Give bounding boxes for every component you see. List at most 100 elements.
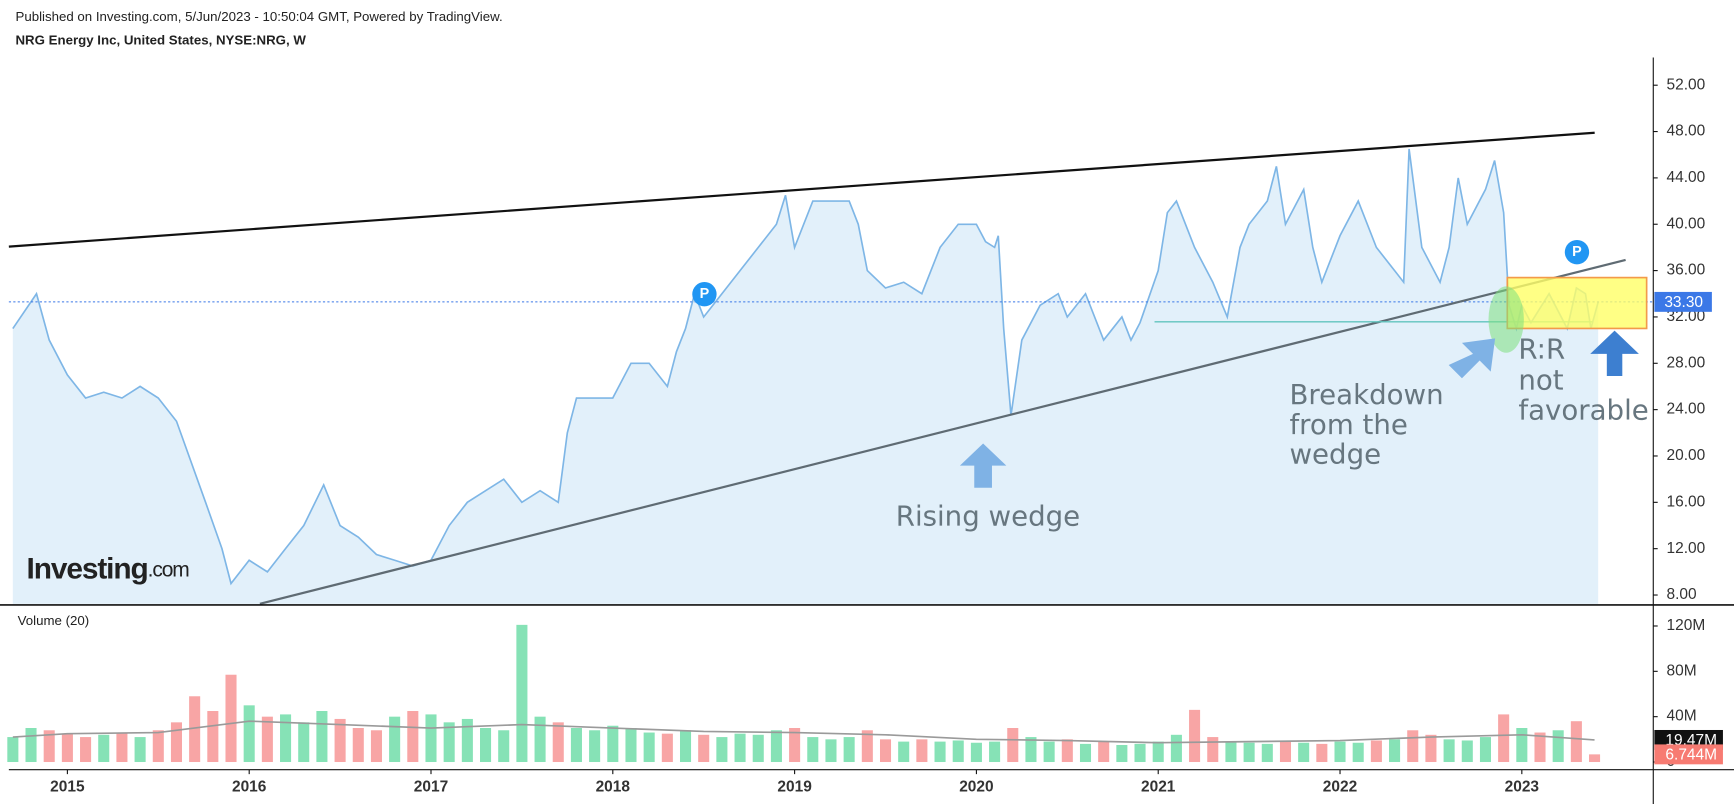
x-tick-label: 2021 (1141, 779, 1176, 796)
volume-bar (1498, 714, 1510, 763)
volume-bar (952, 740, 964, 763)
axis-value-box (1654, 744, 1723, 765)
volume-bar (1189, 709, 1201, 763)
y-tick-label: 16.00 (1667, 493, 1706, 510)
y-tick-label: 12.00 (1667, 540, 1706, 557)
volume-bar (1352, 742, 1364, 763)
axis-layer: 8.00 12.00 16.00 20.00 24.00 28.00 32.00 36.00 4… (50, 76, 1723, 796)
chart-title: NRG Energy Inc, United States, NYSE:NRG,… (15, 32, 306, 47)
volume-bar (1589, 754, 1601, 763)
annotations: Rising wedge Breakdown from the wedge R:… (896, 333, 1649, 533)
volume-bar (661, 733, 673, 763)
volume-bar (61, 733, 73, 763)
annotation: wedge (1289, 438, 1381, 471)
volume-bar (625, 728, 637, 763)
arrow-diagonal (1448, 338, 1496, 379)
volume-bar (1479, 737, 1491, 763)
volume-bar (207, 711, 219, 763)
volume-bar (80, 737, 92, 763)
volume-bar (1007, 728, 1019, 763)
volume-bar (98, 734, 110, 763)
volume-bar (1061, 739, 1073, 763)
volume-bar (7, 737, 19, 763)
volume-bar (1316, 743, 1328, 763)
volume-bar (1152, 741, 1164, 763)
y-tick-label: 36.00 (1667, 262, 1706, 279)
y-tick-label: 80M (1667, 662, 1697, 679)
y-tick-label: 20.00 (1667, 447, 1706, 464)
y-tick-label: 44.00 (1667, 169, 1706, 186)
brand-name: Investing (27, 553, 148, 586)
y-tick-label: 32.00 (1667, 308, 1706, 325)
annotation: from the (1289, 408, 1407, 441)
x-tick-label: 2022 (1323, 779, 1357, 796)
volume-bar (243, 705, 255, 763)
markers: P P (692, 239, 1590, 307)
axis-value-label: 6.744M (1665, 747, 1717, 764)
x-tick-label: 2020 (959, 779, 993, 796)
volume-bar (1207, 737, 1219, 763)
volume-bar (1534, 732, 1546, 763)
y-tick-label: 48.00 (1667, 123, 1706, 140)
price-line (12, 148, 1599, 586)
volume-bar (407, 711, 419, 763)
volume-bar (25, 728, 37, 763)
arrow-up-dark (1590, 330, 1639, 377)
volume-bar (1389, 739, 1401, 763)
volume-bar (1043, 741, 1055, 763)
volume-bar (443, 722, 455, 763)
volume-bar (1407, 730, 1419, 763)
volume-bar (1079, 743, 1092, 763)
volume-bar (1225, 741, 1237, 763)
published-note: Published on Investing.com, 5/Jun/2023 -… (15, 9, 502, 24)
volume-bar (934, 741, 946, 763)
volume-bar (825, 739, 837, 763)
volume-bar (370, 730, 382, 763)
volume-bar (189, 696, 201, 763)
volume-bar (498, 730, 510, 763)
volume-bar (1570, 721, 1582, 763)
volume-bar (1370, 740, 1382, 763)
volume-bar (261, 716, 273, 763)
volume-ma-line (12, 720, 1595, 744)
volume-bar (1261, 743, 1273, 763)
volume-bar (334, 718, 346, 763)
volume-bar (1279, 741, 1292, 763)
volume-bar (752, 734, 764, 763)
x-tick-label: 2018 (596, 779, 631, 796)
volume-bar (480, 728, 492, 763)
volume-bar (1443, 739, 1455, 763)
marker-icon (692, 282, 717, 307)
volume-bar (1516, 728, 1528, 763)
volume-bar (425, 714, 437, 763)
marker-icon (1564, 239, 1590, 265)
annotation: not (1518, 364, 1563, 397)
volume-bar (1098, 741, 1110, 763)
plot-layer (7, 148, 1654, 763)
marker-label: P (1572, 244, 1582, 260)
y-tick-label: 24.00 (1667, 401, 1706, 418)
volume-bar (589, 730, 601, 763)
volume-bar (280, 714, 292, 763)
volume-bar (1552, 730, 1564, 763)
volume-bar (1298, 742, 1310, 763)
volume-bar (352, 728, 364, 763)
y-tick-label: 28.00 (1667, 354, 1706, 371)
annotation: Breakdown (1289, 378, 1443, 411)
annotation: R:R (1518, 333, 1565, 366)
arrow-up (959, 443, 1007, 488)
volume-bar (643, 732, 655, 763)
volume-bar (552, 722, 564, 763)
last-price-box (1654, 291, 1712, 312)
y-tick-label: 8.00 (1667, 586, 1697, 603)
volume-bar (879, 739, 892, 763)
x-tick-label: 2017 (414, 779, 448, 796)
x-tick-label: 2016 (232, 779, 267, 796)
volume-bar (789, 728, 801, 763)
y-tick-label: 40.00 (1667, 215, 1706, 232)
volume-bar (1170, 734, 1182, 763)
volume-bar (534, 716, 546, 763)
volume-bar (1243, 742, 1255, 763)
volume-bar (1334, 741, 1346, 763)
volume-bar (679, 730, 692, 763)
